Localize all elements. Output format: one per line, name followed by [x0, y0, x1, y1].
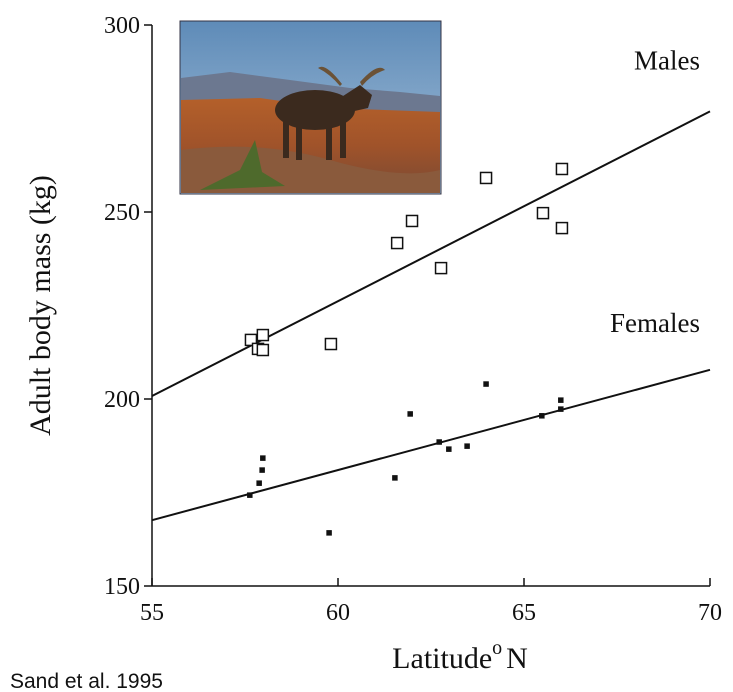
x-axis-label-sup: o — [492, 637, 502, 659]
series-label: Males — [634, 45, 700, 75]
x-tick-label: 65 — [512, 600, 536, 626]
point — [407, 411, 413, 417]
fit-line — [151, 368, 711, 522]
fit-line — [151, 110, 711, 397]
y-tick-label: 200 — [104, 387, 140, 413]
point — [244, 333, 258, 347]
point — [390, 236, 404, 250]
point — [324, 337, 338, 351]
y-tick-label: 250 — [104, 200, 140, 226]
x-axis-label: Latitudeo N — [392, 637, 528, 675]
point — [260, 455, 266, 461]
y-tick-label: 300 — [104, 13, 140, 39]
point — [536, 206, 550, 220]
point — [256, 343, 270, 357]
point — [539, 413, 545, 419]
point — [326, 530, 332, 536]
y-axis-label: Adult body mass (kg) — [24, 175, 57, 436]
point — [446, 446, 452, 452]
point — [436, 439, 442, 445]
point — [259, 467, 265, 473]
x-tick-label: 60 — [326, 600, 350, 626]
point — [483, 381, 489, 387]
point — [434, 261, 448, 275]
point — [392, 475, 398, 481]
y-tick-label: 150 — [104, 574, 140, 600]
point — [558, 406, 564, 412]
x-tick-label: 55 — [140, 600, 164, 626]
series-label: Females — [610, 308, 700, 338]
point — [256, 480, 262, 486]
point — [464, 443, 470, 449]
point — [555, 162, 569, 176]
x-axis-label-unit: N — [506, 642, 528, 675]
point — [405, 214, 419, 228]
point — [555, 221, 569, 235]
x-tick-label: 70 — [698, 600, 722, 626]
point — [479, 171, 493, 185]
point — [247, 492, 253, 498]
point — [256, 328, 270, 342]
source: Sand et al. 1995 — [10, 670, 163, 692]
x-axis-label-text: Latitude — [392, 642, 492, 675]
point — [558, 397, 564, 403]
photo — [179, 20, 442, 195]
